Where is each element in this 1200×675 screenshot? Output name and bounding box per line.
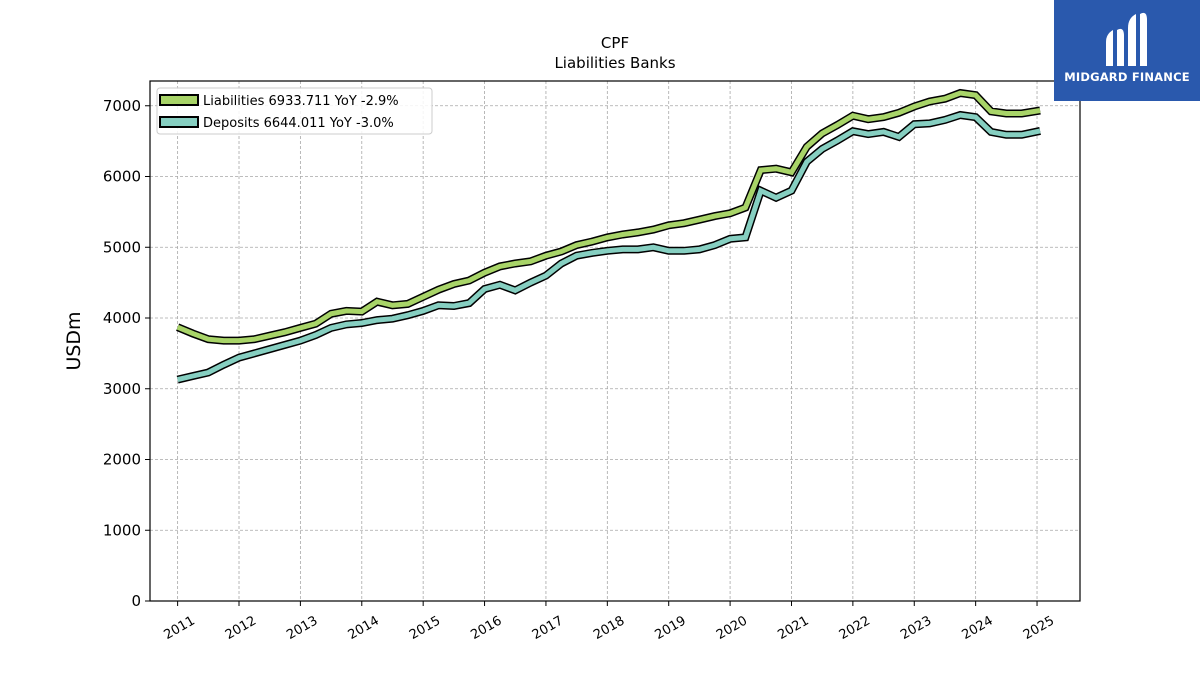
chart-subtitle: Liabilities Banks (554, 54, 675, 72)
y-tick-label: 5000 (103, 238, 141, 256)
legend: Liabilities 6933.711 YoY -2.9% Deposits 6… (156, 87, 433, 135)
legend-swatch-liabilities (159, 94, 199, 106)
chart-title: CPF (601, 34, 629, 52)
legend-swatch-deposits (159, 116, 199, 128)
y-tick-label: 6000 (103, 168, 141, 186)
legend-label-liabilities: Liabilities 6933.711 YoY -2.9% (203, 94, 399, 109)
series-layer (176, 88, 1041, 384)
y-axis: 0 1000 2000 3000 4000 5000 6000 7000 (103, 97, 150, 610)
y-tick-label: 3000 (103, 380, 141, 398)
y-axis-label: USDm (63, 311, 85, 370)
legend-label-deposits: Deposits 6644.011 YoY -3.0% (203, 116, 394, 131)
y-tick-label: 4000 (103, 309, 141, 327)
midgard-finance-logo-icon (1106, 12, 1147, 66)
y-tick-label: 0 (131, 592, 141, 610)
y-tick-label: 2000 (103, 451, 141, 469)
series-line-deposits (177, 112, 1041, 383)
logo: MIDGARD FINANCE (1054, 0, 1200, 101)
logo-text: MIDGARD FINANCE (1064, 70, 1190, 84)
legend-box (156, 87, 433, 135)
series-line-liabilities (176, 90, 1041, 344)
y-tick-label: 7000 (103, 97, 141, 115)
y-tick-label: 1000 (103, 521, 141, 539)
plot-area-frame (149, 80, 1081, 602)
